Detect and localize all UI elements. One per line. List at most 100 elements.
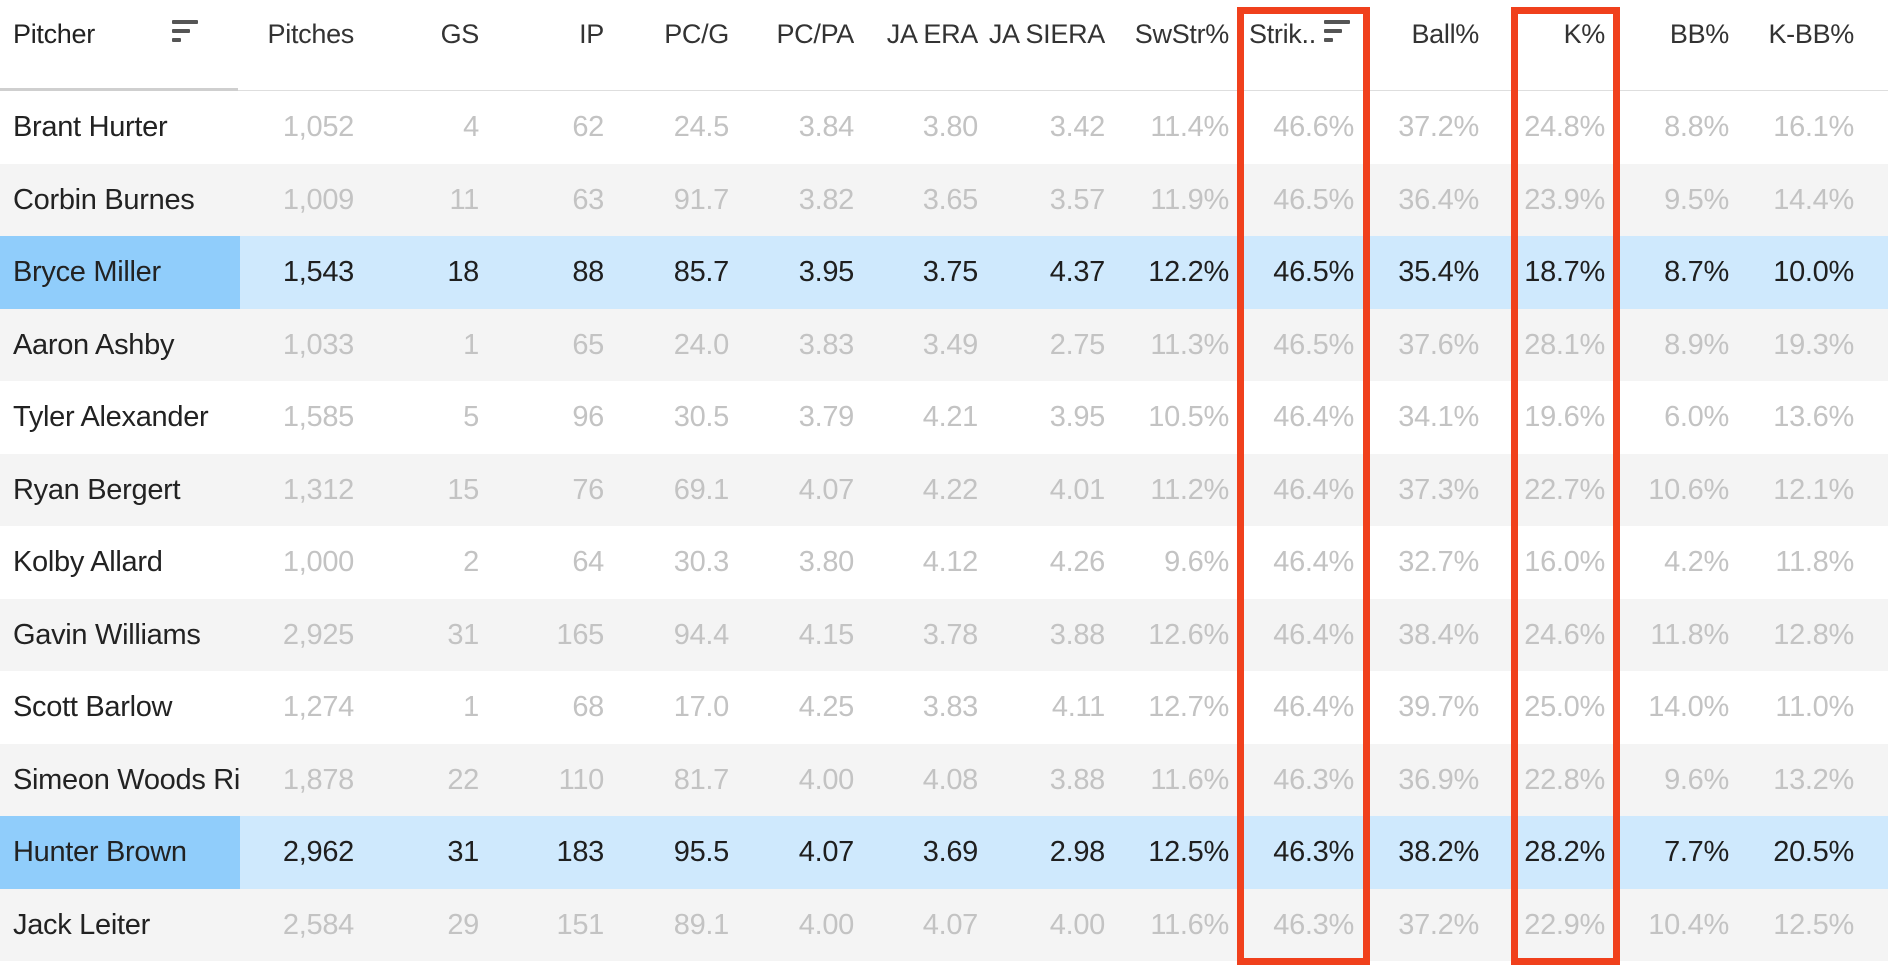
cell-ja-siera: 3.88: [1049, 618, 1105, 651]
table-row[interactable]: Kolby Allard 1,000 2 64 30.3 3.80 4.12 4.26 9.6%…: [0, 526, 1888, 599]
cell-swstr: 12.5%: [1148, 836, 1229, 868]
cell-k: 22.9%: [1524, 908, 1605, 941]
cell-bb: 4.2%: [1664, 546, 1729, 578]
pitcher-name[interactable]: Simeon Woods Rich..: [13, 763, 240, 796]
cell-kbb: 19.3%: [1773, 328, 1854, 361]
header-gs[interactable]: GS: [440, 19, 479, 49]
sort-icon[interactable]: [172, 20, 200, 46]
header-ball[interactable]: Ball%: [1411, 19, 1479, 49]
cell-ja-siera: 4.01: [1049, 473, 1105, 506]
header-ja-era[interactable]: JA ERA: [886, 19, 978, 49]
pitcher-name[interactable]: Hunter Brown: [0, 816, 240, 889]
table-row[interactable]: Aaron Ashby 1,033 1 65 24.0 3.83 3.49 2.75 11.3%…: [0, 308, 1888, 381]
cell-pc-g: 24.0: [673, 328, 729, 361]
cell-swstr: 11.3%: [1150, 328, 1229, 361]
header-swstr[interactable]: SwStr%: [1134, 19, 1229, 49]
cell-ball: 38.4%: [1398, 618, 1479, 651]
cell-strike: 46.5%: [1273, 183, 1354, 216]
cell-strike: 46.5%: [1273, 256, 1354, 288]
table-row[interactable]: Tyler Alexander 1,585 5 96 30.5 3.79 4.21 3.95 1…: [0, 381, 1888, 454]
table-row[interactable]: Bryce Miller 1,543 18 88 85.7 3.95 3.75 4.37 12.…: [0, 236, 1888, 309]
table-row[interactable]: Ryan Bergert 1,312 15 76 69.1 4.07 4.22 4.01 11.…: [0, 453, 1888, 526]
cell-ja-era: 3.83: [922, 691, 978, 723]
header-pitches[interactable]: Pitches: [267, 19, 354, 49]
cell-swstr: 12.2%: [1148, 256, 1229, 288]
header-pitcher[interactable]: Pitcher: [13, 19, 95, 49]
cell-pitches: 1,033: [282, 328, 354, 361]
cell-k: 18.7%: [1524, 256, 1605, 288]
cell-swstr: 11.6%: [1150, 763, 1229, 796]
header-k-bb[interactable]: K-BB%: [1768, 19, 1854, 49]
pitcher-name[interactable]: Scott Barlow: [13, 691, 173, 723]
table-row[interactable]: Scott Barlow 1,274 1 68 17.0 4.25 3.83 4.11 12.7…: [0, 671, 1888, 744]
cell-pc-pa: 4.00: [798, 763, 854, 796]
cell-ja-era: 4.07: [922, 908, 978, 941]
cell-pc-g: 81.7: [673, 763, 729, 796]
cell-ball: 37.2%: [1398, 908, 1479, 941]
header-bb[interactable]: BB%: [1669, 19, 1729, 49]
sort-icon[interactable]: [1324, 20, 1352, 46]
cell-ja-siera: 4.00: [1049, 908, 1105, 941]
cell-ja-era: 3.80: [922, 111, 978, 143]
cell-swstr: 12.7%: [1148, 691, 1229, 723]
cell-ja-siera: 3.57: [1049, 183, 1105, 216]
table-row[interactable]: Hunter Brown 2,962 31 183 95.5 4.07 3.69 2.98 12…: [0, 816, 1888, 889]
cell-bb: 11.8%: [1650, 618, 1729, 651]
cell-ja-siera: 3.42: [1049, 111, 1105, 143]
header-strike[interactable]: Strik..: [1249, 19, 1316, 49]
cell-gs: 31: [447, 618, 479, 651]
cell-gs: 11: [449, 183, 479, 216]
header-k[interactable]: K%: [1563, 19, 1605, 49]
cell-gs: 22: [447, 763, 479, 796]
cell-ja-siera: 4.37: [1049, 256, 1105, 288]
table-row[interactable]: Simeon Woods Rich.. 1,878 22 110 81.7 4.00 4.0…: [0, 743, 1888, 816]
cell-bb: 14.0%: [1648, 691, 1729, 723]
cell-ball: 34.1%: [1398, 401, 1479, 433]
cell-swstr: 11.6%: [1150, 908, 1229, 941]
pitcher-name[interactable]: Brant Hurter: [13, 111, 168, 143]
cell-k: 19.6%: [1524, 401, 1605, 433]
cell-pc-pa: 4.15: [798, 618, 854, 651]
header-pc-g[interactable]: PC/G: [664, 19, 729, 49]
pitcher-name[interactable]: Tyler Alexander: [13, 401, 209, 433]
cell-pc-g: 17.0: [673, 691, 729, 723]
cell-pc-pa: 4.07: [798, 473, 854, 506]
cell-ja-siera: 4.26: [1049, 546, 1105, 578]
cell-pc-pa: 4.25: [798, 691, 854, 723]
cell-strike: 46.4%: [1273, 473, 1354, 506]
cell-pc-pa: 3.84: [798, 111, 854, 143]
header-ip[interactable]: IP: [579, 19, 604, 49]
pitcher-name[interactable]: Aaron Ashby: [13, 328, 175, 361]
cell-bb: 6.0%: [1664, 401, 1729, 433]
cell-k: 28.2%: [1524, 836, 1605, 868]
cell-ball: 37.2%: [1398, 111, 1479, 143]
pitcher-name[interactable]: Ryan Bergert: [13, 473, 181, 506]
cell-gs: 1: [463, 328, 479, 361]
cell-swstr: 10.5%: [1148, 401, 1229, 433]
cell-kbb: 13.6%: [1773, 401, 1854, 433]
cell-gs: 1: [463, 691, 479, 723]
cell-bb: 9.6%: [1664, 763, 1729, 796]
pitcher-name[interactable]: Jack Leiter: [13, 908, 150, 941]
cell-kbb: 20.5%: [1773, 836, 1854, 868]
table-row[interactable]: Corbin Burnes 1,009 11 63 91.7 3.82 3.65 3.57 11…: [0, 163, 1888, 236]
frozen-column-shadow: [0, 88, 238, 91]
cell-k: 23.9%: [1524, 183, 1605, 216]
table-row[interactable]: Jack Leiter 2,584 29 151 89.1 4.00 4.07 4.00 11.…: [0, 888, 1888, 961]
cell-bb: 8.8%: [1664, 111, 1729, 143]
pitcher-name[interactable]: Bryce Miller: [0, 236, 240, 309]
pitcher-name[interactable]: Gavin Williams: [13, 618, 201, 651]
table-row[interactable]: Brant Hurter 1,052 4 62 24.5 3.84 3.80 3.42 11.4…: [0, 91, 1888, 164]
pitcher-name[interactable]: Kolby Allard: [13, 546, 163, 578]
header-pc-pa[interactable]: PC/PA: [776, 19, 854, 49]
cell-ja-era: 4.21: [922, 401, 978, 433]
cell-ja-siera: 3.95: [1049, 401, 1105, 433]
table-row[interactable]: Gavin Williams 2,925 31 165 94.4 4.15 3.78 3.88…: [0, 598, 1888, 671]
cell-ja-era: 3.78: [922, 618, 978, 651]
cell-pc-g: 89.1: [673, 908, 729, 941]
cell-pc-g: 91.7: [673, 183, 729, 216]
cell-ball: 35.4%: [1398, 256, 1479, 288]
header-ja-siera[interactable]: JA SIERA: [988, 19, 1105, 49]
pitcher-name[interactable]: Corbin Burnes: [13, 183, 195, 216]
cell-bb: 8.7%: [1664, 256, 1729, 288]
